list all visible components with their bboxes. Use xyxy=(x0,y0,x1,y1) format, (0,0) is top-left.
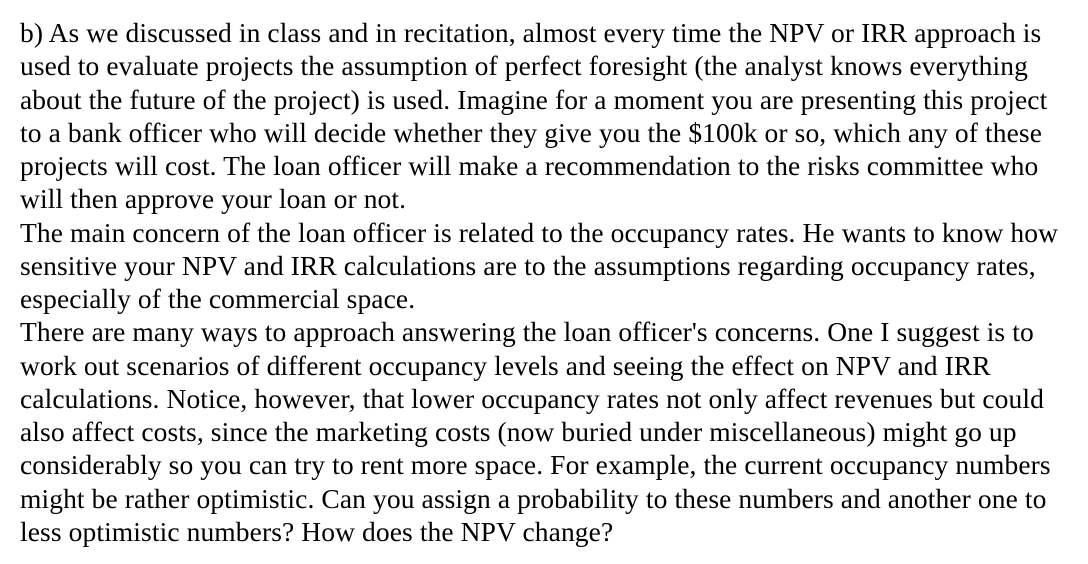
paragraph-3: There are many ways to approach answerin… xyxy=(20,315,1068,548)
document-page: b) As we discussed in class and in recit… xyxy=(0,0,1088,564)
paragraph-2: The main concern of the loan officer is … xyxy=(20,216,1068,316)
paragraph-1: b) As we discussed in class and in recit… xyxy=(20,16,1068,216)
